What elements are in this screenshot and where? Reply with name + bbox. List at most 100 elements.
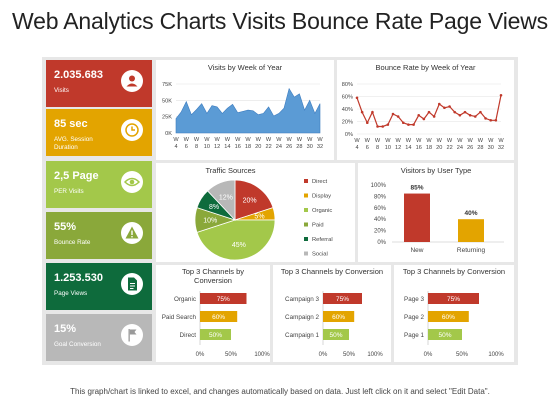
kpi-value: 2,5 Page [54,170,99,182]
legend-label: Organic [312,208,332,214]
bar-data-label: 40% [464,210,477,217]
x-tick-label: 100% [254,352,270,358]
chart-title: Top 3 Channels by Conversion [181,267,245,285]
y-tick-label: Campaign 1 [285,332,319,339]
pie-data-label: 8% [209,204,219,211]
pie-slice [207,179,236,222]
data-point [371,110,374,114]
bar-data-label: 60% [332,314,345,321]
y-tick-label: 80% [374,194,387,200]
data-point [422,117,426,121]
campaigns-bar-chart: 75% Campaign 3 60% Campaign 2 50% Campaign 1 0… [285,291,383,358]
y-tick-label: 40% [374,217,387,223]
x-tick-label: W 18 [426,138,432,151]
x-tick-label: W 30 [307,137,313,150]
x-tick-label: W 32 [498,138,504,151]
y-tick-label: 20% [342,120,353,126]
x-tick-label: New [410,247,423,254]
bounce-line-chart: 0% 20% 40% 60% 80% W 4 W 6 W 8 W 10 W 12 W 14 W 16 W 18 W 20 W 2… [342,82,505,151]
data-point [453,110,457,114]
x-tick-label: 100% [488,352,504,358]
data-point [360,110,364,114]
kpi-value: 15% [54,323,77,335]
chart-title: Top 3 Channels by Conversion [402,267,506,276]
x-tick-label: W 20 [255,137,261,150]
data-point [463,110,467,114]
y-tick-label: 0% [345,132,353,138]
data-point [376,125,379,128]
y-tick-label: 60% [342,95,353,101]
x-tick-label: 100% [367,352,383,358]
data-point [432,115,436,118]
data-point [479,110,482,114]
x-tick-label: 50% [456,352,469,358]
kpi-page-views: 1.253.530 Page Views [46,263,152,310]
data-point [417,113,421,117]
legend-label: Social [312,252,328,258]
legend-swatch [304,179,308,183]
kpi-goal-conversion: 15% Goal Conversion [46,314,152,361]
data-point [386,123,390,126]
y-tick-label: 100% [371,183,387,189]
data-point [437,102,441,106]
x-tick-label: W 16 [416,138,422,151]
kpi-label: PER Visits [54,188,84,195]
kpi-value: 85 sec [54,118,88,130]
data-point [412,123,415,126]
data-point [381,125,385,128]
bar-data-label: 50% [438,332,451,339]
data-point [473,115,477,118]
kpi-label: Goal Conversion [54,341,101,348]
bar [323,329,349,340]
legend-swatch [304,193,308,198]
top-channels-panel-2: Top 3 Channels by Conversion 75% Campaign… [273,265,391,362]
data-point [443,106,446,110]
x-tick-label: W 26 [467,138,473,151]
legend-label: Display [312,194,331,200]
bar [428,329,462,340]
y-tick-label: 0K [165,131,172,137]
bar [323,293,362,304]
bar-data-label: 85% [410,185,423,192]
y-tick-label: 75K [162,82,172,88]
chart-title: Visitors by User Type [400,166,472,175]
kpi-pages-per-visit: 2,5 Page PER Visits [46,161,152,208]
x-tick-label: W 26 [286,137,292,150]
x-tick-label: Returning [457,247,486,254]
y-tick-label: Direct [180,332,197,339]
bar-data-label: 75% [447,296,460,303]
y-tick-label: Page 2 [404,314,424,321]
x-tick-label: 0% [196,352,205,358]
y-tick-label: Page 1 [404,332,424,339]
x-tick-label: W 30 [488,138,494,151]
kpi-bounce-rate: 55% Bounce Rate [46,212,152,259]
x-tick-label: W 14 [224,137,230,150]
kpi-label: Bounce Rate [54,239,91,246]
data-point [494,118,498,122]
visits-area [175,87,321,134]
legend-swatch [304,222,308,227]
bar [458,219,484,242]
pie-data-label: 5% [254,214,264,221]
x-tick-label: W 18 [245,137,251,150]
y-tick-label: Campaign 2 [285,314,319,321]
x-tick-label: W 12 [214,137,220,150]
x-tick-label: W 24 [276,137,282,150]
pie-slice [234,179,274,221]
legend-swatch [304,237,308,241]
x-tick-label: 50% [225,352,238,358]
chart-title: Traffic Sources [205,166,256,175]
traffic-pie-chart: 20% Direct 5% Display 45% Organic 10% Paid 8% Ref… [194,179,333,261]
data-point [468,113,472,117]
x-tick-label: W 20 [436,138,442,151]
legend-label: Direct [312,179,328,185]
data-point [448,105,451,108]
bar [200,311,238,322]
pie-data-label: 12% [219,194,233,201]
top-channels-panel-3: Top 3 Channels by Conversion 75% Page 3 60… [394,265,514,362]
kpi-session-duration: 85 sec AVG. Session Duration [46,109,152,156]
